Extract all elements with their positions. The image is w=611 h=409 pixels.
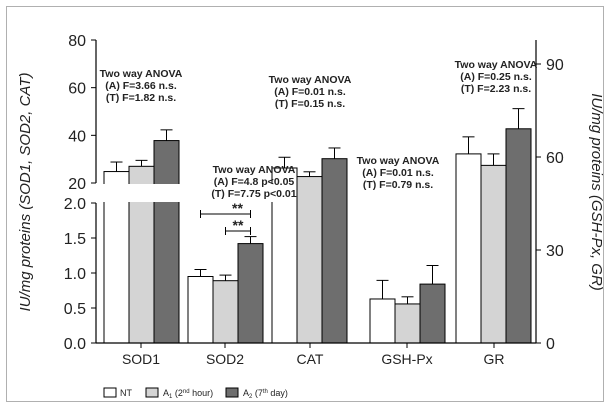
right-tick-label-90: 90: [546, 57, 564, 74]
anova-cat-line-0: Two way ANOVA: [269, 74, 352, 86]
right-tick-label-30: 30: [546, 243, 564, 260]
bar-gsh-px-nt: [369, 298, 396, 344]
left-lower-tick-label-1-0: 1.0: [64, 266, 86, 283]
bar-cat-a1: [296, 176, 323, 344]
legend-swatch-a1: [145, 387, 159, 398]
anova-gr-line-0: Two way ANOVA: [455, 59, 538, 71]
bar-sod1-a2: [153, 140, 180, 344]
bar-sod2-a2: [237, 243, 264, 344]
anova-sod2-line-1: (A) F=4.8 p<0.05: [214, 176, 295, 188]
left-lower-tick-label-0-0: 0.0: [64, 336, 86, 353]
legend-label-a1: A1 (2nd hour): [163, 388, 213, 400]
bar-sod2-a1: [212, 280, 239, 344]
anova-sod1-line-1: (A) F=3.66 n.s.: [105, 80, 177, 92]
bar-sod2-nt: [187, 276, 214, 344]
bar-gr-nt: [455, 153, 482, 344]
right-tick-label-60: 60: [546, 150, 564, 167]
axis-break-band: [90, 184, 290, 202]
anova-gsh-px-line-2: (T) F=0.79 n.s.: [363, 179, 433, 191]
right-axis-title: IU/mg proteins (GSH-Px, GR): [588, 93, 605, 291]
bar-gr-a1: [480, 164, 507, 344]
bar-gsh-px-a1: [394, 303, 421, 344]
significance-layer: ****: [200, 200, 251, 235]
legend-swatch-nt: [103, 387, 117, 398]
left-upper-tick-label-40: 40: [68, 128, 86, 145]
anova-gr-line-1: (A) F=0.25 n.s.: [460, 71, 532, 83]
category-label-cat: CAT: [297, 351, 324, 367]
anova-gr-line-2: (T) F=2.23 n.s.: [461, 83, 531, 95]
bar-gr-a2: [505, 128, 532, 344]
anova-sod2-line-0: Two way ANOVA: [213, 164, 296, 176]
anova-cat-line-2: (T) F=0.15 n.s.: [275, 98, 345, 110]
left-upper-tick-label-80: 80: [68, 33, 86, 50]
bars-layer: [90, 108, 532, 344]
category-label-sod2: SOD2: [206, 351, 244, 367]
left-lower-tick-label-1-5: 1.5: [64, 231, 86, 248]
ticks-layer: 20 40 60 80 0.0 0.5 1.0 1.5 2.0 0 30 60 90 SOD1 SOD2 CA…: [64, 33, 564, 367]
sig-label-1: **: [233, 217, 244, 233]
anova-gsh-px-line-0: Two way ANOVA: [357, 155, 440, 167]
left-lower-tick-label-2-0: 2.0: [64, 196, 86, 213]
left-upper-tick-label-20: 20: [68, 176, 86, 193]
legend-label-a2: A2 (7th day): [243, 388, 288, 400]
figure-frame: [6, 6, 604, 402]
bar-cat-a2: [321, 158, 348, 344]
sig-label-0: **: [232, 200, 243, 216]
legend-label-nt: NT: [120, 388, 132, 398]
anova-sod1-line-2: (T) F=1.82 n.s.: [106, 92, 176, 104]
legend-swatch-a2: [225, 387, 239, 398]
category-label-gr: GR: [484, 351, 505, 367]
right-tick-label-0: 0: [546, 336, 555, 353]
left-upper-tick-label-60: 60: [68, 81, 86, 98]
category-label-gsh-px: GSH-Px: [381, 351, 432, 367]
left-lower-tick-label-0-5: 0.5: [64, 301, 86, 318]
bar-gsh-px-a2: [419, 283, 446, 344]
anova-sod1-line-0: Two way ANOVA: [100, 68, 183, 80]
anova-gsh-px-line-1: (A) F=0.01 n.s.: [362, 167, 434, 179]
category-label-sod1: SOD1: [122, 351, 160, 367]
annotations-layer: Two way ANOVA(A) F=3.66 n.s.(T) F=1.82 n…: [100, 59, 538, 200]
anova-sod2-line-2: (T) F=7.75 p<0.01: [211, 188, 296, 200]
left-axis-title: IU/mg proteins (SOD1, SOD2, CAT): [17, 73, 34, 312]
anova-cat-line-1: (A) F=0.01 n.s.: [274, 86, 346, 98]
legend: NT A1 (2nd hour) A2 (7th day): [103, 387, 288, 400]
